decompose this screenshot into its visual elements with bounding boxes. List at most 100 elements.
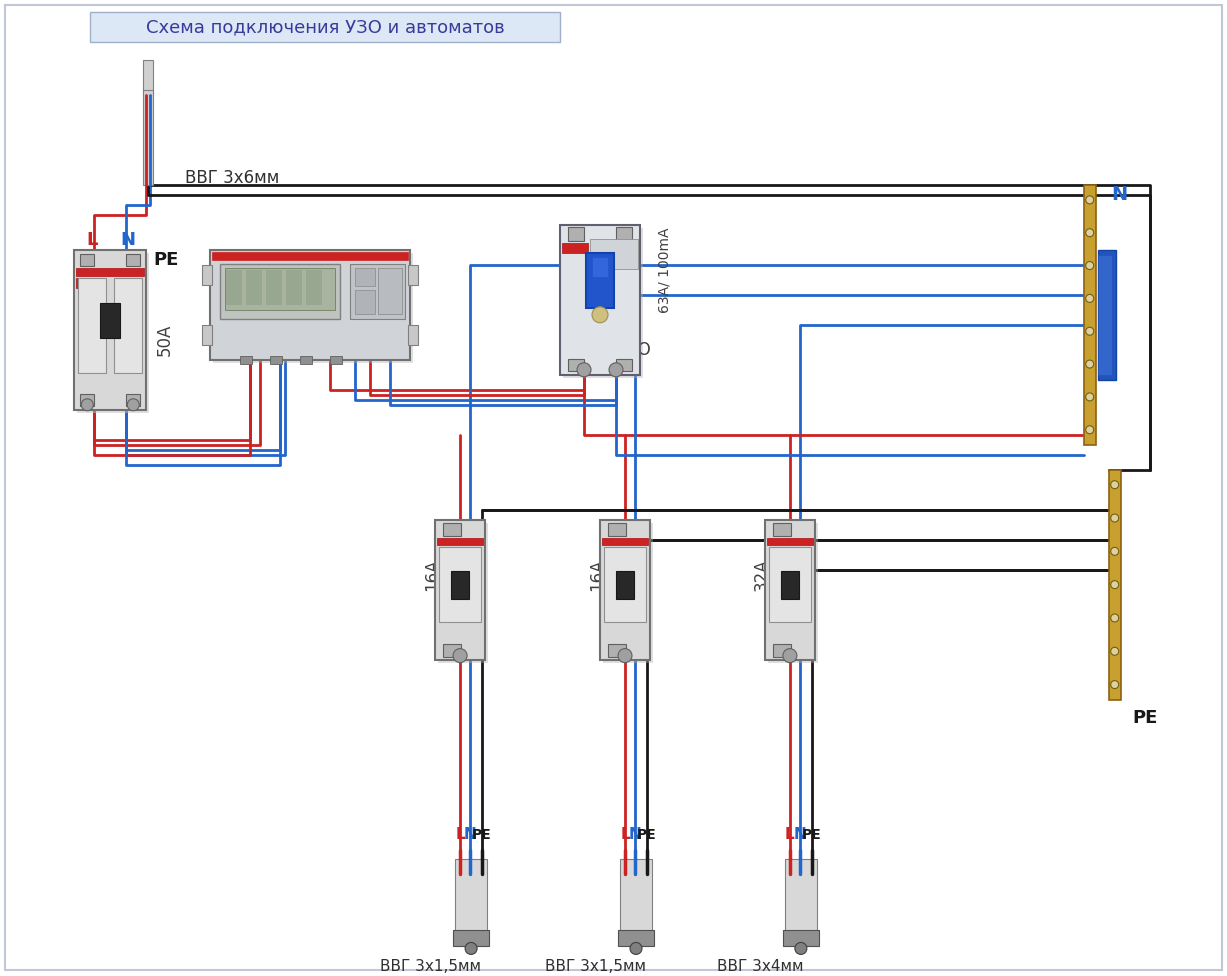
- Circle shape: [1086, 295, 1093, 303]
- Circle shape: [453, 649, 467, 663]
- Circle shape: [1110, 548, 1119, 555]
- Text: PE: PE: [153, 251, 179, 268]
- Bar: [620, 860, 652, 934]
- Circle shape: [629, 943, 642, 955]
- Bar: [437, 538, 483, 545]
- Bar: [226, 269, 242, 305]
- Text: N: N: [628, 827, 642, 842]
- Bar: [1083, 184, 1096, 445]
- Bar: [587, 253, 614, 307]
- Circle shape: [591, 306, 609, 323]
- Bar: [213, 253, 413, 363]
- Bar: [438, 523, 488, 663]
- Bar: [780, 571, 799, 598]
- Circle shape: [465, 943, 477, 955]
- Bar: [126, 393, 140, 406]
- Bar: [783, 930, 818, 947]
- Circle shape: [81, 399, 93, 411]
- Bar: [560, 224, 640, 375]
- Bar: [562, 243, 588, 253]
- Bar: [202, 264, 212, 285]
- Circle shape: [1086, 196, 1093, 204]
- Bar: [452, 571, 469, 598]
- Text: ВВГ 3х1,5мм: ВВГ 3х1,5мм: [379, 959, 481, 974]
- Bar: [616, 226, 632, 241]
- Bar: [590, 239, 638, 268]
- Bar: [439, 547, 481, 622]
- Circle shape: [1110, 647, 1119, 655]
- Bar: [568, 359, 584, 371]
- Text: N: N: [794, 827, 806, 842]
- Circle shape: [795, 943, 807, 955]
- Bar: [455, 860, 487, 934]
- Text: 63А/ 100mA: 63А/ 100mA: [658, 227, 672, 312]
- Circle shape: [577, 363, 591, 377]
- Text: N: N: [464, 827, 476, 842]
- Bar: [330, 356, 342, 364]
- Text: УЗО: УЗО: [618, 341, 652, 359]
- Bar: [77, 253, 150, 413]
- Bar: [443, 523, 461, 536]
- Bar: [618, 930, 654, 947]
- Bar: [220, 264, 340, 319]
- Bar: [609, 523, 626, 536]
- Text: ВВГ 3х6мм: ВВГ 3х6мм: [185, 169, 280, 186]
- Bar: [226, 267, 335, 309]
- Text: 50А: 50А: [156, 324, 173, 356]
- Circle shape: [1086, 262, 1093, 269]
- Bar: [307, 269, 323, 305]
- Text: L: L: [785, 827, 795, 842]
- Bar: [568, 226, 584, 241]
- Bar: [126, 254, 140, 265]
- Bar: [202, 325, 212, 345]
- Bar: [604, 547, 645, 622]
- Bar: [1098, 250, 1115, 380]
- Circle shape: [618, 649, 632, 663]
- Text: 32А: 32А: [753, 558, 771, 591]
- Text: 16А: 16А: [588, 558, 606, 590]
- Circle shape: [1086, 360, 1093, 368]
- Circle shape: [609, 363, 623, 377]
- Bar: [378, 267, 402, 314]
- Bar: [767, 538, 812, 545]
- Circle shape: [1086, 426, 1093, 433]
- Text: PE: PE: [1133, 709, 1157, 726]
- Bar: [600, 519, 650, 660]
- Text: PE: PE: [802, 828, 822, 841]
- Bar: [270, 356, 282, 364]
- Text: L: L: [620, 827, 629, 842]
- Bar: [409, 264, 418, 285]
- Bar: [409, 325, 418, 345]
- Bar: [355, 267, 375, 286]
- Bar: [247, 269, 263, 305]
- Circle shape: [1110, 614, 1119, 622]
- Text: ВВГ 3х4мм: ВВГ 3х4мм: [717, 959, 804, 974]
- Bar: [266, 269, 282, 305]
- Bar: [212, 252, 409, 260]
- Circle shape: [1110, 680, 1119, 689]
- Bar: [144, 90, 153, 184]
- Bar: [80, 393, 94, 406]
- Bar: [773, 523, 791, 536]
- Circle shape: [1110, 514, 1119, 522]
- Circle shape: [1086, 228, 1093, 237]
- Text: N: N: [1112, 185, 1128, 204]
- Circle shape: [1086, 393, 1093, 401]
- Bar: [602, 523, 653, 663]
- Bar: [76, 278, 98, 288]
- Bar: [609, 643, 626, 657]
- Circle shape: [1086, 327, 1093, 335]
- Text: 16А: 16А: [423, 558, 440, 590]
- Text: ВВГ 3х1,5мм: ВВГ 3х1,5мм: [545, 959, 645, 974]
- Bar: [350, 264, 405, 319]
- Bar: [75, 250, 146, 410]
- Bar: [616, 359, 632, 371]
- Bar: [773, 643, 791, 657]
- Circle shape: [128, 399, 140, 411]
- Bar: [76, 267, 145, 276]
- Bar: [436, 519, 485, 660]
- Text: PE: PE: [472, 828, 492, 841]
- Bar: [602, 538, 648, 545]
- Bar: [240, 356, 253, 364]
- Bar: [114, 278, 142, 373]
